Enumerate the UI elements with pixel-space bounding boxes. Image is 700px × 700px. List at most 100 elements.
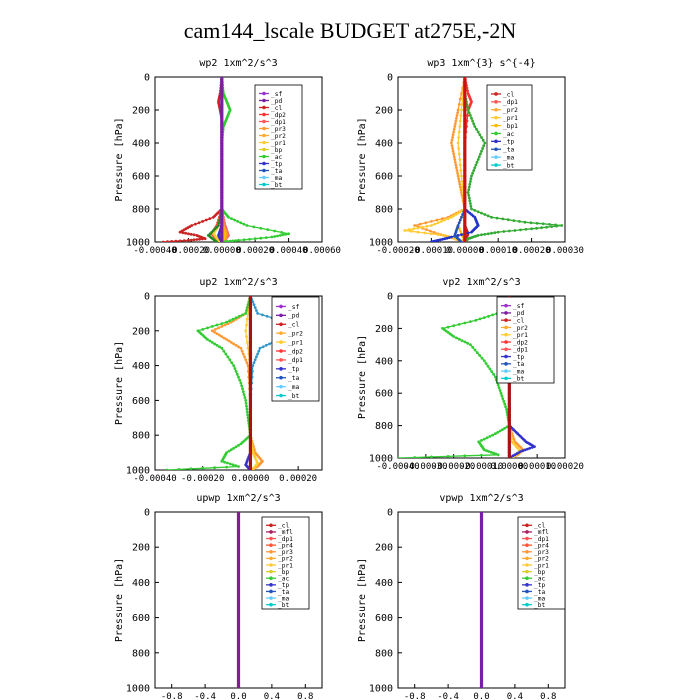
subplot-title: up2 1xm^2/s^3 — [199, 277, 277, 288]
legend-entry: _bt — [503, 162, 514, 169]
data-point — [198, 237, 201, 241]
data-point — [496, 431, 500, 434]
legend-entry: _pr1 — [288, 339, 303, 346]
legend-marker — [262, 112, 266, 117]
data-point — [482, 316, 486, 319]
data-point — [220, 325, 224, 328]
data-point — [236, 220, 240, 223]
data-point — [506, 218, 510, 222]
data-point — [482, 144, 486, 148]
data-point — [535, 221, 539, 225]
data-point — [457, 147, 461, 150]
data-point — [456, 108, 460, 112]
data-point — [398, 456, 400, 458]
data-point — [255, 309, 258, 312]
legend-marker — [269, 530, 273, 534]
data-point — [246, 303, 250, 307]
data-point — [457, 152, 461, 156]
data-point — [261, 345, 265, 349]
data-point — [413, 224, 417, 227]
data-point — [232, 342, 236, 346]
data-point — [471, 119, 474, 123]
data-point — [264, 236, 268, 240]
data-point — [245, 410, 249, 414]
data-point — [459, 114, 463, 117]
y-tick-label: 800 — [375, 421, 393, 432]
legend-entry: _pr3 — [534, 549, 549, 556]
data-point — [477, 155, 481, 159]
data-point — [234, 343, 238, 347]
subplot-title: wp3 1xm^{3} s^{-4} — [427, 58, 535, 69]
data-point — [474, 318, 478, 322]
page-title: cam144_lscale BUDGET at275E,-2N — [183, 18, 517, 43]
legend-marker — [494, 131, 498, 136]
data-point — [237, 345, 240, 349]
data-point — [212, 215, 215, 219]
legend-marker — [504, 303, 508, 308]
legend-entry: _tp — [534, 582, 545, 589]
data-point — [174, 239, 178, 242]
data-point — [480, 233, 483, 237]
data-point — [245, 323, 248, 327]
data-point — [467, 185, 471, 189]
data-point — [242, 238, 246, 242]
x-tick-label: -0.8 — [404, 692, 426, 700]
data-point — [228, 239, 232, 242]
legend-marker — [279, 322, 283, 327]
data-point — [466, 191, 470, 194]
data-point — [195, 238, 199, 241]
data-point — [245, 341, 249, 344]
legend: _cl_mfl_dp1_pr4_pr3_pr2_pr1_bp_ac_tp_ta_… — [261, 516, 310, 610]
data-point — [480, 136, 483, 139]
y-tick-label: 200 — [375, 543, 393, 554]
data-point — [251, 300, 255, 304]
data-point — [430, 232, 433, 236]
data-point — [246, 413, 250, 417]
data-point — [467, 188, 471, 192]
data-point — [284, 232, 288, 236]
data-point — [460, 339, 464, 342]
data-point — [503, 402, 507, 406]
data-point — [451, 147, 454, 150]
data-point — [170, 240, 174, 242]
data-point — [490, 215, 493, 219]
data-point — [245, 224, 249, 227]
legend-marker — [525, 543, 529, 547]
data-point — [252, 303, 256, 307]
data-point — [287, 232, 290, 236]
data-point — [491, 433, 494, 437]
data-point — [526, 447, 529, 451]
data-point — [501, 397, 505, 400]
data-point — [234, 445, 238, 449]
legend-marker — [504, 318, 508, 322]
x-tick-label: -0.00020 — [376, 246, 419, 256]
data-point — [473, 209, 477, 212]
data-point — [470, 174, 473, 178]
x-tick-label: 0.00000 — [231, 474, 269, 484]
legend-entry: _pd — [271, 98, 282, 105]
data-point — [457, 180, 461, 183]
legend-marker — [269, 602, 273, 607]
data-point — [239, 442, 243, 446]
y-tick-label: 600 — [375, 389, 393, 400]
data-point — [529, 221, 533, 225]
data-point — [239, 381, 243, 385]
data-point — [460, 180, 464, 183]
data-point — [490, 370, 494, 373]
data-point — [443, 237, 447, 241]
legend-marker — [262, 175, 266, 180]
legend-entry: _ta — [278, 589, 289, 596]
legend-marker — [525, 583, 529, 587]
x-tick-label: 0.4 — [507, 692, 523, 700]
legend-marker — [262, 119, 266, 124]
legend-entry: _dp1 — [513, 347, 528, 354]
y-tick-label: 400 — [375, 139, 393, 150]
legend-entry: _sf — [513, 303, 524, 310]
data-point — [245, 335, 248, 338]
data-point — [469, 177, 473, 181]
data-point — [486, 364, 490, 368]
data-point — [208, 339, 212, 343]
legend-entry: _bt — [278, 602, 289, 609]
data-point — [244, 329, 248, 333]
